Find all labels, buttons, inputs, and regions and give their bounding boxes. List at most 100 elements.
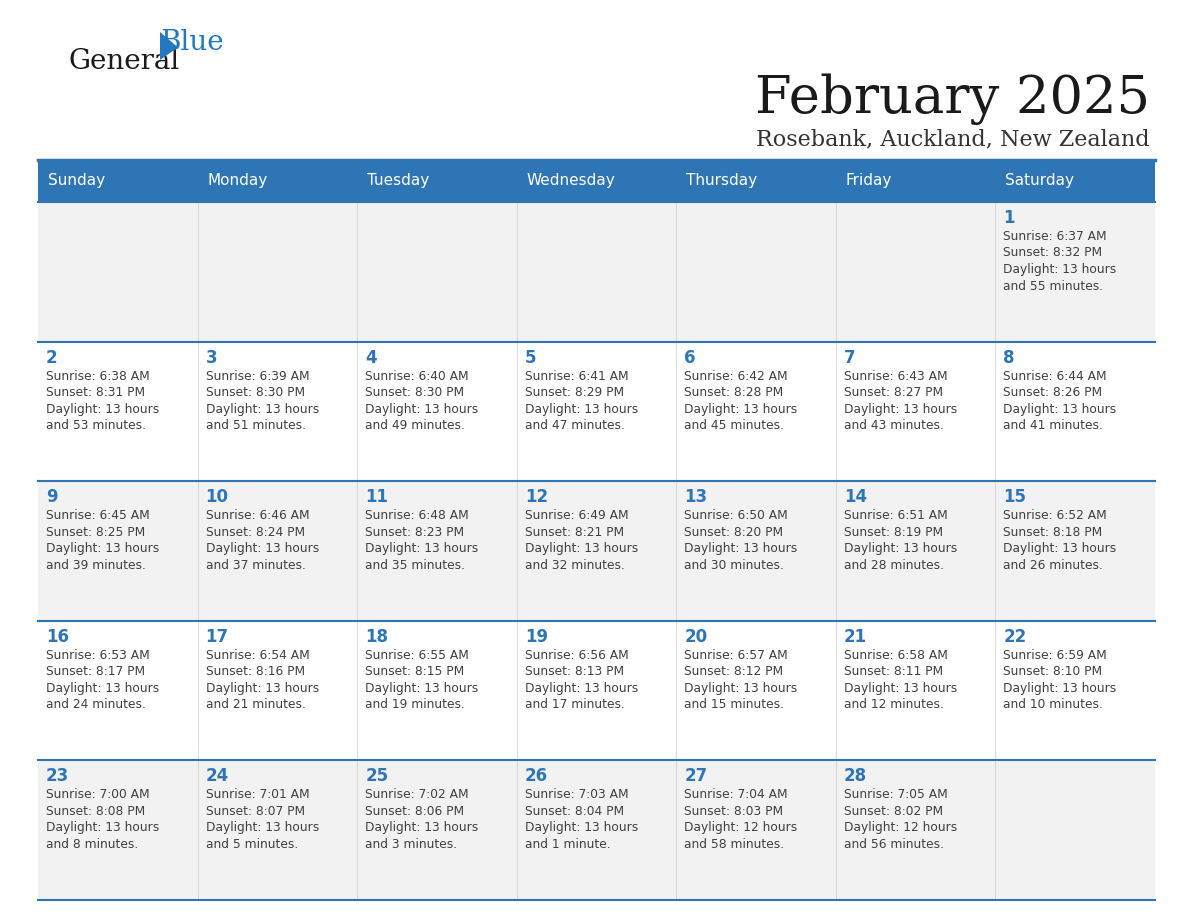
Text: February 2025: February 2025 <box>754 73 1150 125</box>
Text: Thursday: Thursday <box>687 174 758 188</box>
Text: and 56 minutes.: and 56 minutes. <box>843 838 943 851</box>
Bar <box>197 202 358 341</box>
Text: Sunset: 8:18 PM: Sunset: 8:18 PM <box>1004 526 1102 539</box>
Text: Daylight: 13 hours: Daylight: 13 hours <box>206 403 318 416</box>
Bar <box>836 481 996 621</box>
Text: and 58 minutes.: and 58 minutes. <box>684 838 784 851</box>
Text: Sunrise: 6:53 AM: Sunrise: 6:53 AM <box>46 649 150 662</box>
Text: 5: 5 <box>525 349 536 366</box>
Text: Daylight: 13 hours: Daylight: 13 hours <box>525 543 638 555</box>
Text: 13: 13 <box>684 488 707 506</box>
Bar <box>836 202 996 341</box>
Text: and 10 minutes.: and 10 minutes. <box>1004 699 1104 711</box>
Bar <box>996 621 1155 760</box>
Text: Daylight: 13 hours: Daylight: 13 hours <box>46 403 159 416</box>
Text: 18: 18 <box>365 628 388 645</box>
Text: Sunrise: 6:48 AM: Sunrise: 6:48 AM <box>365 509 469 522</box>
Text: Sunrise: 7:01 AM: Sunrise: 7:01 AM <box>206 789 309 801</box>
Text: Sunset: 8:23 PM: Sunset: 8:23 PM <box>365 526 465 539</box>
Text: and 1 minute.: and 1 minute. <box>525 838 611 851</box>
Text: Sunrise: 6:54 AM: Sunrise: 6:54 AM <box>206 649 309 662</box>
Text: 26: 26 <box>525 767 548 786</box>
Text: Sunrise: 7:03 AM: Sunrise: 7:03 AM <box>525 789 628 801</box>
Text: Daylight: 13 hours: Daylight: 13 hours <box>684 403 797 416</box>
Text: Sunset: 8:26 PM: Sunset: 8:26 PM <box>1004 386 1102 399</box>
Bar <box>676 341 836 481</box>
Bar <box>836 621 996 760</box>
Text: 7: 7 <box>843 349 855 366</box>
Bar <box>676 760 836 900</box>
Text: Sunset: 8:21 PM: Sunset: 8:21 PM <box>525 526 624 539</box>
Text: Sunrise: 6:59 AM: Sunrise: 6:59 AM <box>1004 649 1107 662</box>
Text: Sunset: 8:32 PM: Sunset: 8:32 PM <box>1004 247 1102 260</box>
Text: Daylight: 13 hours: Daylight: 13 hours <box>1004 263 1117 276</box>
Text: Sunrise: 6:51 AM: Sunrise: 6:51 AM <box>843 509 948 522</box>
Text: and 21 minutes.: and 21 minutes. <box>206 699 305 711</box>
Text: Daylight: 13 hours: Daylight: 13 hours <box>365 822 479 834</box>
Text: Sunrise: 6:56 AM: Sunrise: 6:56 AM <box>525 649 628 662</box>
Text: and 3 minutes.: and 3 minutes. <box>365 838 457 851</box>
Text: General: General <box>68 48 179 75</box>
Text: 3: 3 <box>206 349 217 366</box>
Text: and 17 minutes.: and 17 minutes. <box>525 699 625 711</box>
Text: Daylight: 13 hours: Daylight: 13 hours <box>365 403 479 416</box>
Text: Sunrise: 7:04 AM: Sunrise: 7:04 AM <box>684 789 788 801</box>
Text: 2: 2 <box>46 349 58 366</box>
Text: and 28 minutes.: and 28 minutes. <box>843 559 943 572</box>
Text: 21: 21 <box>843 628 867 645</box>
Text: Sunset: 8:07 PM: Sunset: 8:07 PM <box>206 805 304 818</box>
Text: and 49 minutes.: and 49 minutes. <box>365 420 465 432</box>
Text: 27: 27 <box>684 767 708 786</box>
Text: Sunrise: 6:42 AM: Sunrise: 6:42 AM <box>684 370 788 383</box>
Text: Daylight: 13 hours: Daylight: 13 hours <box>46 822 159 834</box>
Text: Sunrise: 6:37 AM: Sunrise: 6:37 AM <box>1004 230 1107 243</box>
Text: Sunset: 8:03 PM: Sunset: 8:03 PM <box>684 805 783 818</box>
Text: Saturday: Saturday <box>1005 174 1074 188</box>
Text: Sunrise: 6:39 AM: Sunrise: 6:39 AM <box>206 370 309 383</box>
Text: 6: 6 <box>684 349 696 366</box>
Bar <box>996 481 1155 621</box>
Text: Daylight: 13 hours: Daylight: 13 hours <box>684 682 797 695</box>
Text: Daylight: 13 hours: Daylight: 13 hours <box>206 822 318 834</box>
Text: Sunset: 8:16 PM: Sunset: 8:16 PM <box>206 666 304 678</box>
Text: and 12 minutes.: and 12 minutes. <box>843 699 943 711</box>
Bar <box>517 202 676 341</box>
Text: Daylight: 13 hours: Daylight: 13 hours <box>684 543 797 555</box>
Text: 16: 16 <box>46 628 69 645</box>
Text: Sunset: 8:27 PM: Sunset: 8:27 PM <box>843 386 943 399</box>
Text: Daylight: 13 hours: Daylight: 13 hours <box>206 543 318 555</box>
Text: Sunrise: 6:44 AM: Sunrise: 6:44 AM <box>1004 370 1107 383</box>
Bar <box>358 760 517 900</box>
Text: Sunset: 8:13 PM: Sunset: 8:13 PM <box>525 666 624 678</box>
Text: and 19 minutes.: and 19 minutes. <box>365 699 465 711</box>
Bar <box>197 760 358 900</box>
Text: and 39 minutes.: and 39 minutes. <box>46 559 146 572</box>
Bar <box>517 621 676 760</box>
Text: 22: 22 <box>1004 628 1026 645</box>
Text: and 41 minutes.: and 41 minutes. <box>1004 420 1104 432</box>
Bar <box>38 202 197 341</box>
Text: and 37 minutes.: and 37 minutes. <box>206 559 305 572</box>
Text: 15: 15 <box>1004 488 1026 506</box>
Text: 19: 19 <box>525 628 548 645</box>
Text: 12: 12 <box>525 488 548 506</box>
Text: Sunrise: 6:41 AM: Sunrise: 6:41 AM <box>525 370 628 383</box>
Text: Daylight: 13 hours: Daylight: 13 hours <box>1004 403 1117 416</box>
Text: Sunrise: 6:58 AM: Sunrise: 6:58 AM <box>843 649 948 662</box>
Polygon shape <box>160 32 178 60</box>
Bar <box>676 202 836 341</box>
Text: Sunset: 8:04 PM: Sunset: 8:04 PM <box>525 805 624 818</box>
Text: Daylight: 13 hours: Daylight: 13 hours <box>365 682 479 695</box>
Text: 25: 25 <box>365 767 388 786</box>
Text: Daylight: 12 hours: Daylight: 12 hours <box>843 822 958 834</box>
Text: 20: 20 <box>684 628 707 645</box>
Text: Daylight: 13 hours: Daylight: 13 hours <box>46 543 159 555</box>
Bar <box>836 341 996 481</box>
Text: and 5 minutes.: and 5 minutes. <box>206 838 298 851</box>
Text: Sunset: 8:17 PM: Sunset: 8:17 PM <box>46 666 145 678</box>
Text: Sunrise: 6:45 AM: Sunrise: 6:45 AM <box>46 509 150 522</box>
Text: and 47 minutes.: and 47 minutes. <box>525 420 625 432</box>
Text: 8: 8 <box>1004 349 1015 366</box>
Text: Sunset: 8:10 PM: Sunset: 8:10 PM <box>1004 666 1102 678</box>
Text: 10: 10 <box>206 488 228 506</box>
